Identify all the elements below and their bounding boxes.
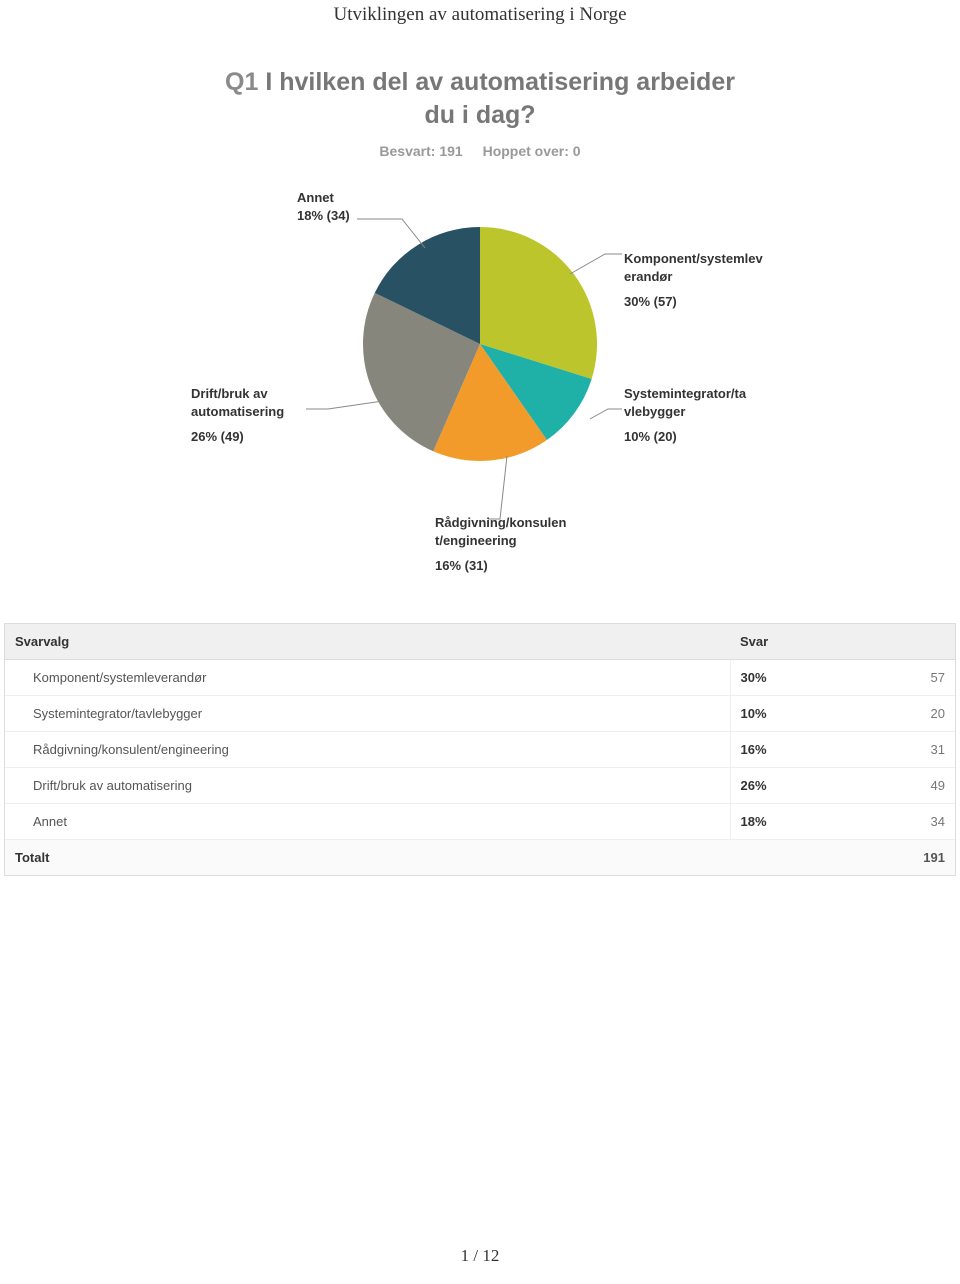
question-block: Q1 I hvilken del av automatisering arbei… (0, 66, 960, 159)
table-row: Systemintegrator/tavlebygger10%20 (5, 696, 955, 732)
row-name: Systemintegrator/tavlebygger (5, 696, 730, 732)
row-pct: 10% (730, 696, 850, 732)
callout-integrator: Systemintegrator/tavlebygger 10% (20) (624, 385, 746, 446)
table-row: Drift/bruk av automatisering26%49 (5, 768, 955, 804)
callout-line1: Drift/bruk av (191, 385, 284, 403)
col-header-svar: Svar (730, 624, 955, 660)
row-pct: 16% (730, 732, 850, 768)
pie-svg (363, 227, 597, 461)
callout-line1: Annet (297, 189, 350, 207)
callout-line2: t/engineering (435, 532, 566, 550)
callout-line1: Systemintegrator/ta (624, 385, 746, 403)
row-count: 34 (850, 804, 955, 840)
row-pct: 18% (730, 804, 850, 840)
table-row: Annet18%34 (5, 804, 955, 840)
row-count: 31 (850, 732, 955, 768)
callout-pct: 10% (20) (624, 428, 746, 446)
callout-radgivning: Rådgivning/konsulent/engineering 16% (31) (435, 514, 566, 575)
callout-pct: 26% (49) (191, 428, 284, 446)
table-row: Rådgivning/konsulent/engineering16%31 (5, 732, 955, 768)
callout-pct: 30% (57) (624, 293, 763, 311)
skipped-count: Hoppet over: 0 (483, 143, 581, 159)
page-title: Utviklingen av automatisering i Norge (0, 0, 960, 26)
callout-line2: 18% (34) (297, 207, 350, 225)
callout-komponent: Komponent/systemleverandør 30% (57) (624, 250, 763, 311)
row-count: 49 (850, 768, 955, 804)
row-count: 20 (850, 696, 955, 732)
row-pct: 26% (730, 768, 850, 804)
table-total-label: Totalt (5, 840, 730, 876)
results-table: Svarvalg Svar Komponent/systemleverandør… (4, 623, 956, 876)
answered-count: Besvart: 191 (379, 143, 462, 159)
callout-line2: erandør (624, 268, 763, 286)
callout-drift: Drift/bruk avautomatisering 26% (49) (191, 385, 284, 446)
question-meta: Besvart: 191 Hoppet over: 0 (0, 143, 960, 159)
row-pct: 30% (730, 660, 850, 696)
callout-line2: automatisering (191, 403, 284, 421)
callout-pct: 16% (31) (435, 557, 566, 575)
callout-line2: vlebygger (624, 403, 746, 421)
row-name: Annet (5, 804, 730, 840)
row-name: Komponent/systemleverandør (5, 660, 730, 696)
page-number: 1 / 12 (0, 1246, 960, 1266)
table-total-value: 191 (850, 840, 955, 876)
row-name: Rådgivning/konsulent/engineering (5, 732, 730, 768)
col-header-svarvalg: Svarvalg (5, 624, 730, 660)
question-prefix: Q1 (225, 68, 258, 96)
table-row: Komponent/systemleverandør30%57 (5, 660, 955, 696)
question-text-line1: I hvilken del av automatisering arbeider (265, 68, 735, 96)
callout-line1: Rådgivning/konsulen (435, 514, 566, 532)
row-count: 57 (850, 660, 955, 696)
leader-line (488, 456, 507, 519)
question-text-line2: du i dag? (424, 101, 535, 129)
pie-chart: Annet18% (34) Komponent/systemleverandør 3… (130, 189, 830, 619)
question-title: Q1 I hvilken del av automatisering arbei… (0, 66, 960, 131)
row-name: Drift/bruk av automatisering (5, 768, 730, 804)
callout-annet: Annet18% (34) (297, 189, 350, 224)
callout-line1: Komponent/systemlev (624, 250, 763, 268)
